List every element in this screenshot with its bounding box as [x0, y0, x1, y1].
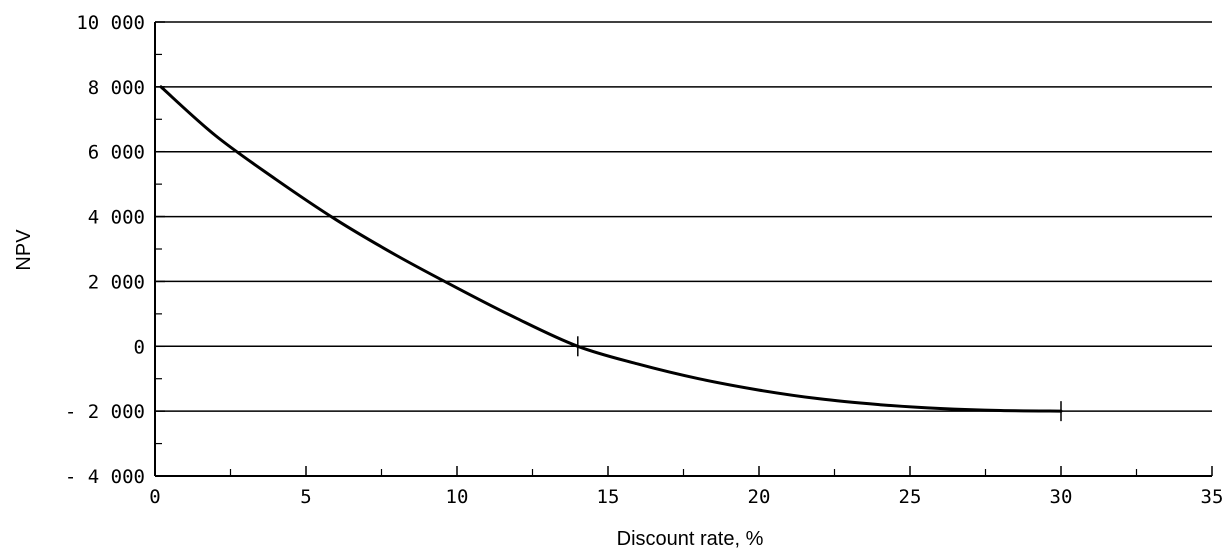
x-tick-labels: 0 5 10 15 20 25 30 35 — [149, 486, 1223, 508]
y-tick-label: 2 000 — [88, 271, 145, 293]
y-tick-label: 4 000 — [88, 207, 145, 229]
x-tick-label: 35 — [1201, 486, 1224, 508]
markers — [577, 336, 1062, 422]
x-tick-label: 25 — [899, 486, 922, 508]
y-tick-label: 6 000 — [88, 142, 145, 164]
series — [159, 85, 1063, 413]
x-tick-label: 5 — [300, 486, 311, 508]
x-tick-label: 10 — [446, 486, 469, 508]
y-tick-label: 8 000 — [88, 77, 145, 99]
y-tick-label: - 4 000 — [65, 466, 145, 488]
y-tick-label: - 2 000 — [65, 401, 145, 423]
y-tick-label: 0 — [134, 336, 145, 358]
x-axis-title: Discount rate, % — [617, 528, 764, 550]
axes — [154, 22, 1212, 477]
x-tick-label: 20 — [748, 486, 771, 508]
ticks — [154, 21, 1213, 477]
y-tick-label: 10 000 — [76, 12, 145, 34]
y-axis-title: NPV — [13, 229, 35, 271]
x-tick-label: 15 — [597, 486, 620, 508]
gridlines — [155, 21, 1212, 412]
x-tick-label: 0 — [149, 486, 160, 508]
npv-curve — [159, 85, 1063, 413]
y-tick-labels: - 4 000 - 2 000 0 2 000 4 000 6 000 8 000 10 00… — [65, 12, 145, 488]
x-tick-label: 30 — [1050, 486, 1073, 508]
